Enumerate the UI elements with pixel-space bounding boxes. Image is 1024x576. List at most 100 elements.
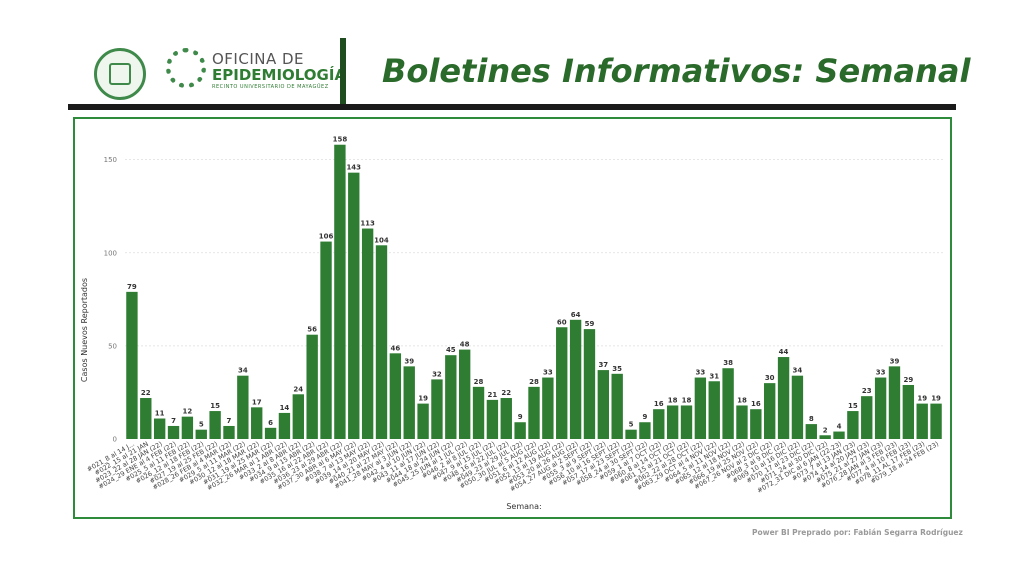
bar-data-labels: 7922117125157341761424561061581431131044… xyxy=(127,136,941,435)
bar-data-label: 22 xyxy=(141,389,151,397)
bar[interactable] xyxy=(750,409,762,439)
bar[interactable] xyxy=(583,329,596,439)
bar-data-label: 5 xyxy=(629,421,634,429)
bar[interactable] xyxy=(666,405,679,439)
bar[interactable] xyxy=(181,416,194,439)
bar-data-label: 38 xyxy=(723,359,733,367)
bar[interactable] xyxy=(569,319,582,439)
bar[interactable] xyxy=(348,172,360,439)
bar[interactable] xyxy=(445,355,457,439)
bar[interactable] xyxy=(431,379,443,439)
bar-data-label: 33 xyxy=(543,369,553,377)
bar[interactable] xyxy=(777,357,790,439)
bar-data-label: 11 xyxy=(155,410,165,418)
bar[interactable] xyxy=(847,411,859,439)
office-name-line1: OFICINA DE xyxy=(212,50,305,68)
bar-data-label: 106 xyxy=(319,233,334,241)
bar[interactable] xyxy=(167,425,180,439)
bar[interactable] xyxy=(334,144,346,439)
bar[interactable] xyxy=(472,386,485,439)
bar[interactable] xyxy=(611,373,623,439)
bar[interactable] xyxy=(653,409,665,439)
bar-data-label: 31 xyxy=(709,372,719,380)
bar[interactable] xyxy=(375,245,388,439)
bar-data-label: 8 xyxy=(809,415,814,423)
bar[interactable] xyxy=(805,424,817,439)
bar-data-label: 64 xyxy=(571,311,581,319)
bar-data-label: 2 xyxy=(823,426,828,434)
bar[interactable] xyxy=(888,366,901,439)
y-tick-label: 50 xyxy=(108,342,117,350)
bar-data-label: 59 xyxy=(585,320,595,328)
bar-data-label: 6 xyxy=(268,419,273,427)
office-name-line2: EPIDEMIOLOGÍA xyxy=(212,66,347,84)
bar[interactable] xyxy=(278,412,291,439)
bar-data-label: 7 xyxy=(171,417,176,425)
bar[interactable] xyxy=(195,429,207,439)
bar[interactable] xyxy=(320,241,332,439)
bar[interactable] xyxy=(791,375,804,439)
bar[interactable] xyxy=(708,381,720,439)
bar[interactable] xyxy=(556,327,568,439)
bar[interactable] xyxy=(514,422,526,439)
bar[interactable] xyxy=(417,403,429,439)
bar[interactable] xyxy=(361,228,374,439)
bar[interactable] xyxy=(389,353,402,439)
bar[interactable] xyxy=(874,377,887,439)
bar[interactable] xyxy=(639,422,651,439)
bar[interactable] xyxy=(237,375,249,439)
bar[interactable] xyxy=(251,407,263,439)
bar-data-label: 5 xyxy=(199,421,204,429)
bar[interactable] xyxy=(764,383,776,439)
bar-data-label: 32 xyxy=(432,370,442,378)
bar[interactable] xyxy=(403,366,415,439)
bar-data-label: 9 xyxy=(518,413,523,421)
bar[interactable] xyxy=(292,394,304,439)
bar-data-label: 12 xyxy=(183,408,193,416)
bar[interactable] xyxy=(819,435,831,439)
bar[interactable] xyxy=(694,377,707,439)
bar-data-label: 23 xyxy=(862,387,872,395)
bar[interactable] xyxy=(916,403,928,439)
y-axis-label: Casos Nuevos Reportados xyxy=(80,278,89,382)
bar-data-label: 19 xyxy=(931,395,941,403)
bar-data-label: 33 xyxy=(876,369,886,377)
bar[interactable] xyxy=(542,377,554,439)
bar-series xyxy=(126,144,942,439)
bar[interactable] xyxy=(902,384,915,439)
bar[interactable] xyxy=(833,431,845,439)
bar[interactable] xyxy=(930,403,942,439)
x-axis: #021_8 al 14 J...#022_15 al 21 JAN#023_2… xyxy=(85,440,940,495)
bar-data-label: 21 xyxy=(488,391,498,399)
bar-data-label: 45 xyxy=(446,346,456,354)
y-tick-label: 100 xyxy=(104,249,117,257)
y-tick-label: 150 xyxy=(104,156,117,164)
bar[interactable] xyxy=(264,427,277,439)
bar[interactable] xyxy=(153,418,166,439)
bar-data-label: 4 xyxy=(837,423,842,431)
bar[interactable] xyxy=(140,398,152,439)
bar[interactable] xyxy=(861,396,873,439)
bar-data-label: 28 xyxy=(474,378,484,386)
header-vertical-divider xyxy=(340,38,346,108)
bar[interactable] xyxy=(722,368,734,439)
bar[interactable] xyxy=(736,405,748,439)
header: OFICINA DE EPIDEMIOLOGÍA RECINTO UNIVERS… xyxy=(0,0,1024,112)
chart-frame: 0 50 100 150 79 22 11 7 12 5 15 7 34 17 6 14 24 56 106 158… xyxy=(73,117,952,519)
bar[interactable] xyxy=(209,411,221,439)
bar[interactable] xyxy=(223,425,235,439)
bar[interactable] xyxy=(486,399,499,439)
bar[interactable] xyxy=(528,386,540,439)
bar-data-label: 56 xyxy=(307,326,317,334)
bar[interactable] xyxy=(597,370,610,439)
bar[interactable] xyxy=(625,429,637,439)
bar[interactable] xyxy=(500,398,512,439)
bar-data-label: 9 xyxy=(642,413,647,421)
x-axis-label: Semana: xyxy=(506,502,541,511)
bar-data-label: 37 xyxy=(598,361,608,369)
bar[interactable] xyxy=(126,291,138,439)
bar[interactable] xyxy=(458,349,471,439)
bar[interactable] xyxy=(306,334,318,439)
bar[interactable] xyxy=(680,405,693,439)
